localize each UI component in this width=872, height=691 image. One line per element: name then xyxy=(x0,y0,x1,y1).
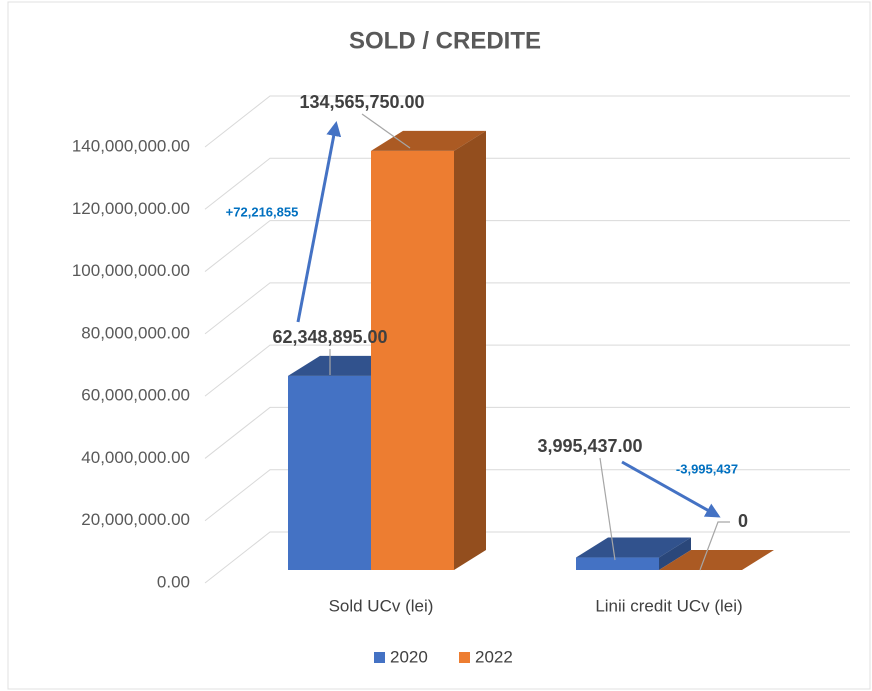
value-label: 3,995,437.00 xyxy=(537,436,642,456)
bar-top xyxy=(576,537,691,558)
value-label: 62,348,895.00 xyxy=(272,327,387,347)
grid-line xyxy=(204,344,850,397)
value-label: 134,565,750.00 xyxy=(299,92,424,112)
y-tick-label: 80,000,000.00 xyxy=(81,323,190,342)
y-tick-label: 40,000,000.00 xyxy=(81,448,190,467)
bar-side xyxy=(454,130,486,570)
bar xyxy=(576,557,659,570)
annotation: +72,216,855 xyxy=(226,204,299,219)
y-tick-label: 140,000,000.00 xyxy=(72,136,190,155)
grid-line xyxy=(204,220,850,272)
legend-swatch xyxy=(374,652,385,663)
grid-line xyxy=(204,469,850,522)
legend-label: 2022 xyxy=(475,647,513,666)
value-label: 0 xyxy=(738,511,748,531)
annotation: -3,995,437 xyxy=(676,461,738,476)
bar-top xyxy=(371,130,486,151)
y-tick-label: 60,000,000.00 xyxy=(81,386,190,405)
grid-line xyxy=(204,406,850,459)
bar xyxy=(371,150,454,570)
x-tick-label: Linii credit UCv (lei) xyxy=(595,596,742,615)
increase-arrow xyxy=(296,121,342,323)
y-tick-label: 20,000,000.00 xyxy=(81,510,190,529)
x-tick-label: Sold UCv (lei) xyxy=(329,596,434,615)
y-tick-label: 0.00 xyxy=(157,572,190,591)
legend-label: 2020 xyxy=(390,647,428,666)
grid-line xyxy=(204,282,850,335)
bar-side xyxy=(659,537,691,570)
chart-border xyxy=(7,1,871,690)
chart-title: SOLD / CREDITE xyxy=(349,27,541,54)
y-tick-label: 100,000,000.00 xyxy=(72,261,190,280)
legend-swatch xyxy=(459,652,470,663)
decrease-arrow xyxy=(621,460,721,518)
bar-top xyxy=(659,550,774,570)
grid-line xyxy=(204,95,850,148)
y-tick-label: 120,000,000.00 xyxy=(72,199,190,218)
grid-line xyxy=(204,157,850,210)
leader-line xyxy=(699,521,730,571)
grid-line xyxy=(204,531,850,584)
leader-line xyxy=(361,113,411,149)
leader-line xyxy=(599,457,616,561)
bar xyxy=(288,375,371,570)
